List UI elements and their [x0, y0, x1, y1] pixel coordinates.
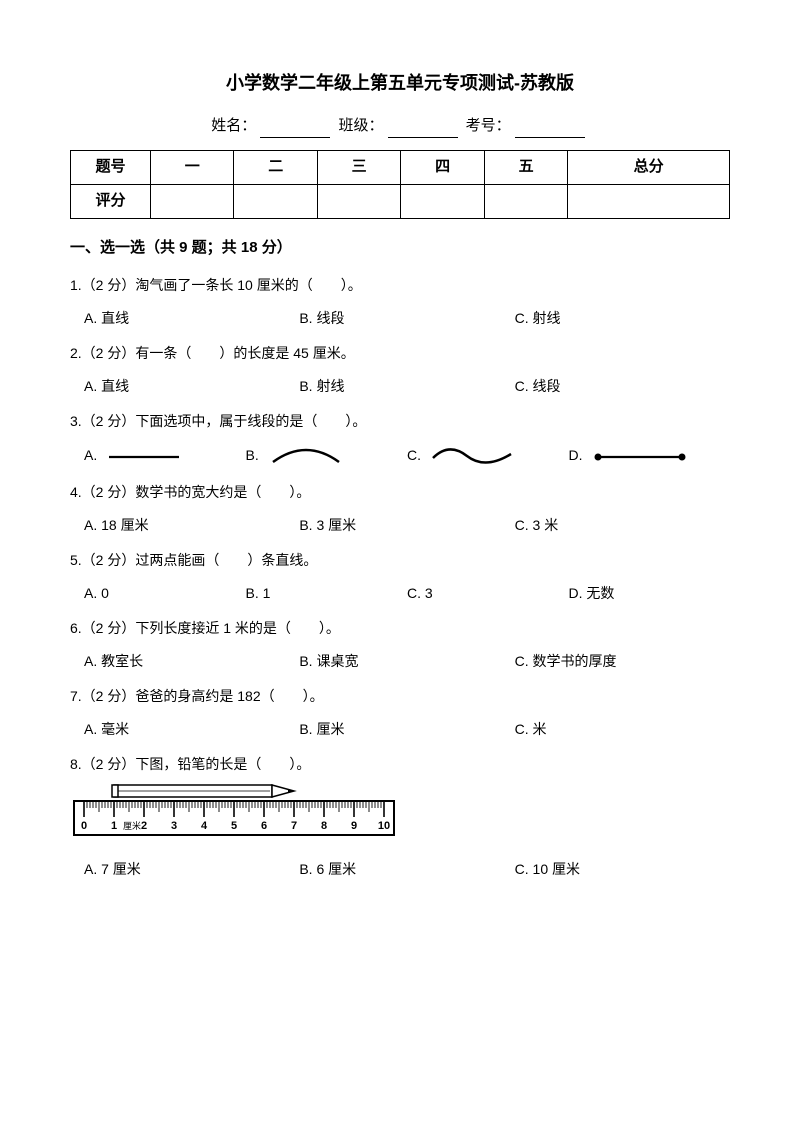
score-cell[interactable]	[234, 184, 317, 218]
score-cell[interactable]	[401, 184, 484, 218]
arc-icon	[267, 444, 345, 468]
question-5: 5.（2 分）过两点能画（ ）条直线。 A. 0 B. 1 C. 3 D. 无数	[70, 550, 730, 604]
question-2: 2.（2 分）有一条（ ）的长度是 45 厘米。 A. 直线 B. 射线 C. …	[70, 343, 730, 397]
q4-option-a[interactable]: A. 18 厘米	[84, 515, 299, 536]
score-cell[interactable]	[317, 184, 400, 218]
q5-option-c[interactable]: C. 3	[407, 583, 569, 604]
page-title: 小学数学二年级上第五单元专项测试-苏教版	[70, 70, 730, 97]
q3-d-label: D.	[569, 447, 583, 463]
name-label: 姓名：	[211, 117, 256, 134]
score-col-2: 二	[234, 150, 317, 184]
svg-text:5: 5	[231, 820, 237, 832]
q5-option-a[interactable]: A. 0	[84, 583, 246, 604]
q3-c-label: C.	[407, 447, 421, 463]
q3-option-a[interactable]: A.	[84, 445, 246, 466]
question-4-text: 4.（2 分）数学书的宽大约是（ ）。	[70, 482, 730, 503]
id-label: 考号：	[466, 117, 511, 134]
svg-text:0: 0	[81, 820, 87, 832]
q7-option-c[interactable]: C. 米	[515, 719, 730, 740]
q8-option-b[interactable]: B. 6 厘米	[299, 859, 514, 880]
svg-text:8: 8	[321, 820, 327, 832]
svg-text:3: 3	[171, 820, 177, 832]
q7-option-b[interactable]: B. 厘米	[299, 719, 514, 740]
question-5-text: 5.（2 分）过两点能画（ ）条直线。	[70, 550, 730, 571]
q3-option-b[interactable]: B.	[246, 444, 408, 468]
id-blank[interactable]	[515, 120, 585, 138]
name-blank[interactable]	[260, 120, 330, 138]
score-col-total: 总分	[568, 150, 730, 184]
class-label: 班级：	[338, 117, 383, 134]
question-7: 7.（2 分）爸爸的身高约是 182（ ）。 A. 毫米 B. 厘米 C. 米	[70, 686, 730, 740]
question-6: 6.（2 分）下列长度接近 1 米的是（ ）。 A. 教室长 B. 课桌宽 C.…	[70, 618, 730, 672]
straight-line-icon	[105, 447, 183, 467]
question-6-text: 6.（2 分）下列长度接近 1 米的是（ ）。	[70, 618, 730, 639]
q2-option-c[interactable]: C. 线段	[515, 376, 730, 397]
q2-option-a[interactable]: A. 直线	[84, 376, 299, 397]
svg-text:10: 10	[378, 820, 390, 832]
question-8: 8.（2 分）下图，铅笔的长是（ ）。 0 1 2 3 4 5 6 7 8 9 10 厘米 A. 7 …	[70, 754, 730, 880]
q5-option-b[interactable]: B. 1	[246, 583, 408, 604]
question-2-text: 2.（2 分）有一条（ ）的长度是 45 厘米。	[70, 343, 730, 364]
question-8-text: 8.（2 分）下图，铅笔的长是（ ）。	[70, 754, 730, 775]
q6-option-c[interactable]: C. 数学书的厚度	[515, 651, 730, 672]
question-4: 4.（2 分）数学书的宽大约是（ ）。 A. 18 厘米 B. 3 厘米 C. …	[70, 482, 730, 536]
q4-option-c[interactable]: C. 3 米	[515, 515, 730, 536]
section-1-heading: 一、选一选（共 9 题；共 18 分）	[70, 237, 730, 260]
svg-text:1: 1	[111, 820, 117, 832]
svg-text:6: 6	[261, 820, 267, 832]
q3-a-label: A.	[84, 447, 97, 463]
line-segment-icon	[590, 447, 690, 467]
score-col-4: 四	[401, 150, 484, 184]
score-col-1: 一	[151, 150, 234, 184]
score-cell[interactable]	[151, 184, 234, 218]
question-1-text: 1.（2 分）淘气画了一条长 10 厘米的（ ）。	[70, 275, 730, 296]
wave-icon	[429, 444, 515, 468]
q2-option-b[interactable]: B. 射线	[299, 376, 514, 397]
q1-option-a[interactable]: A. 直线	[84, 308, 299, 329]
q1-option-c[interactable]: C. 射线	[515, 308, 730, 329]
q5-option-d[interactable]: D. 无数	[569, 583, 731, 604]
q1-option-b[interactable]: B. 线段	[299, 308, 514, 329]
score-row1-label: 题号	[71, 150, 151, 184]
q6-option-b[interactable]: B. 课桌宽	[299, 651, 514, 672]
question-7-text: 7.（2 分）爸爸的身高约是 182（ ）。	[70, 686, 730, 707]
q8-option-c[interactable]: C. 10 厘米	[515, 859, 730, 880]
q3-option-c[interactable]: C.	[407, 444, 569, 468]
svg-text:7: 7	[291, 820, 297, 832]
score-row2-label: 评分	[71, 184, 151, 218]
svg-text:2: 2	[141, 820, 147, 832]
score-col-5: 五	[484, 150, 567, 184]
question-3-text: 3.（2 分）下面选项中，属于线段的是（ ）。	[70, 411, 730, 432]
svg-text:厘米: 厘米	[123, 820, 141, 831]
class-blank[interactable]	[388, 120, 458, 138]
question-3: 3.（2 分）下面选项中，属于线段的是（ ）。 A. B. C. D.	[70, 411, 730, 468]
score-col-3: 三	[317, 150, 400, 184]
student-info-line: 姓名： 班级： 考号：	[70, 115, 730, 138]
score-cell[interactable]	[484, 184, 567, 218]
q3-b-label: B.	[246, 447, 259, 463]
ruler-pencil-icon: 0 1 2 3 4 5 6 7 8 9 10 厘米	[70, 781, 400, 841]
score-cell[interactable]	[568, 184, 730, 218]
svg-text:4: 4	[201, 820, 208, 832]
question-1: 1.（2 分）淘气画了一条长 10 厘米的（ ）。 A. 直线 B. 线段 C.…	[70, 275, 730, 329]
q3-option-d[interactable]: D.	[569, 445, 731, 466]
q7-option-a[interactable]: A. 毫米	[84, 719, 299, 740]
q8-option-a[interactable]: A. 7 厘米	[84, 859, 299, 880]
q6-option-a[interactable]: A. 教室长	[84, 651, 299, 672]
score-table: 题号 一 二 三 四 五 总分 评分	[70, 150, 730, 219]
q4-option-b[interactable]: B. 3 厘米	[299, 515, 514, 536]
svg-text:9: 9	[351, 820, 357, 832]
